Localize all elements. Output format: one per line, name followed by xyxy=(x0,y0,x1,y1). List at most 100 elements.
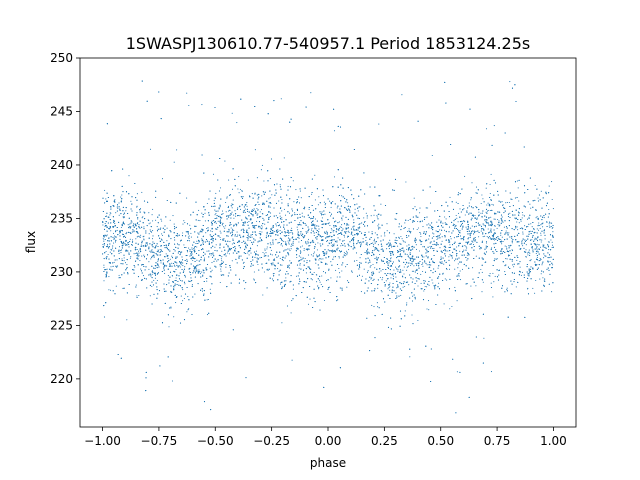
data-point xyxy=(511,250,514,252)
data-point xyxy=(468,202,470,204)
data-point xyxy=(348,231,350,234)
data-point xyxy=(548,257,550,259)
data-point xyxy=(494,218,496,220)
data-point xyxy=(119,232,121,234)
data-point xyxy=(339,226,341,228)
data-point xyxy=(298,267,300,269)
data-point xyxy=(185,231,187,233)
data-point xyxy=(225,266,227,268)
data-point xyxy=(287,231,289,233)
data-point xyxy=(179,279,182,281)
data-point xyxy=(263,253,265,255)
data-point xyxy=(214,222,216,224)
data-point xyxy=(505,258,507,260)
data-point xyxy=(201,104,203,106)
data-point xyxy=(527,235,530,237)
data-point xyxy=(185,255,187,257)
data-point xyxy=(316,281,318,283)
data-point xyxy=(244,241,246,243)
data-point xyxy=(353,219,355,221)
data-point xyxy=(408,228,410,230)
data-point xyxy=(516,221,518,223)
data-point xyxy=(363,268,365,270)
chart-title: 1SWASPJ130610.77-540957.1 Period 1853124… xyxy=(126,34,531,53)
data-point xyxy=(247,179,249,181)
data-point xyxy=(491,247,493,249)
data-point xyxy=(540,224,542,226)
data-point xyxy=(483,337,485,339)
data-point xyxy=(336,241,338,243)
data-point xyxy=(549,261,551,263)
data-point xyxy=(398,236,400,238)
data-point xyxy=(219,244,221,246)
data-point xyxy=(405,259,407,261)
data-point xyxy=(427,207,429,209)
data-point xyxy=(114,223,116,225)
data-point xyxy=(359,261,361,264)
data-point xyxy=(439,233,441,235)
data-point xyxy=(490,282,492,284)
data-point xyxy=(303,249,305,252)
data-point xyxy=(390,244,392,246)
data-point xyxy=(321,275,323,277)
data-point xyxy=(160,238,163,240)
data-point xyxy=(470,285,472,287)
data-point xyxy=(455,214,457,217)
data-point xyxy=(269,233,271,235)
data-point xyxy=(532,287,534,289)
data-point xyxy=(536,256,538,258)
data-point xyxy=(220,262,223,264)
data-point xyxy=(372,263,374,266)
data-point xyxy=(188,235,190,237)
data-point xyxy=(542,226,544,228)
data-point xyxy=(114,199,116,201)
data-point xyxy=(341,219,343,221)
data-point xyxy=(394,218,396,220)
data-point xyxy=(454,260,456,262)
data-point xyxy=(187,236,189,238)
data-point xyxy=(148,233,150,235)
data-point xyxy=(548,208,550,211)
data-point xyxy=(107,253,109,256)
data-point xyxy=(527,288,529,290)
data-point xyxy=(511,264,514,266)
data-point xyxy=(371,231,373,233)
data-point xyxy=(196,259,198,261)
data-point xyxy=(360,291,362,293)
data-point xyxy=(223,226,225,228)
data-point xyxy=(284,214,287,216)
data-point xyxy=(341,224,343,226)
data-point xyxy=(229,241,231,243)
data-point xyxy=(465,246,467,248)
data-point xyxy=(444,278,446,280)
data-point xyxy=(279,184,281,186)
data-point xyxy=(330,261,332,263)
data-point xyxy=(287,265,289,267)
data-point xyxy=(159,249,161,251)
data-point xyxy=(313,217,315,219)
data-point xyxy=(214,228,217,230)
data-point xyxy=(206,250,208,252)
data-point xyxy=(497,224,499,226)
data-point xyxy=(407,249,410,251)
data-point xyxy=(219,219,222,221)
data-point xyxy=(115,285,117,287)
data-point xyxy=(167,275,169,277)
data-point xyxy=(312,220,314,222)
data-point xyxy=(168,326,170,328)
data-point xyxy=(376,215,378,217)
data-point xyxy=(173,316,175,318)
data-point xyxy=(416,228,418,231)
data-point xyxy=(111,269,114,271)
data-point xyxy=(219,265,221,267)
data-point xyxy=(261,224,263,227)
data-point xyxy=(138,235,140,237)
data-point xyxy=(378,226,380,228)
data-point xyxy=(204,220,206,222)
data-point xyxy=(537,225,539,227)
data-point xyxy=(530,207,532,209)
data-point xyxy=(470,227,472,229)
data-point xyxy=(155,219,157,221)
data-point xyxy=(373,238,376,240)
data-point xyxy=(529,252,531,254)
